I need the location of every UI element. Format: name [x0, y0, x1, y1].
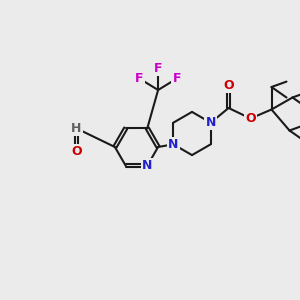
Text: O: O [245, 112, 256, 125]
Text: O: O [71, 145, 82, 158]
Text: N: N [142, 159, 152, 172]
Text: F: F [154, 62, 162, 75]
Text: N: N [206, 116, 216, 129]
Text: N: N [168, 138, 178, 151]
Text: F: F [172, 72, 181, 85]
Text: H: H [71, 122, 82, 135]
Text: O: O [223, 79, 234, 92]
Text: F: F [135, 72, 144, 85]
